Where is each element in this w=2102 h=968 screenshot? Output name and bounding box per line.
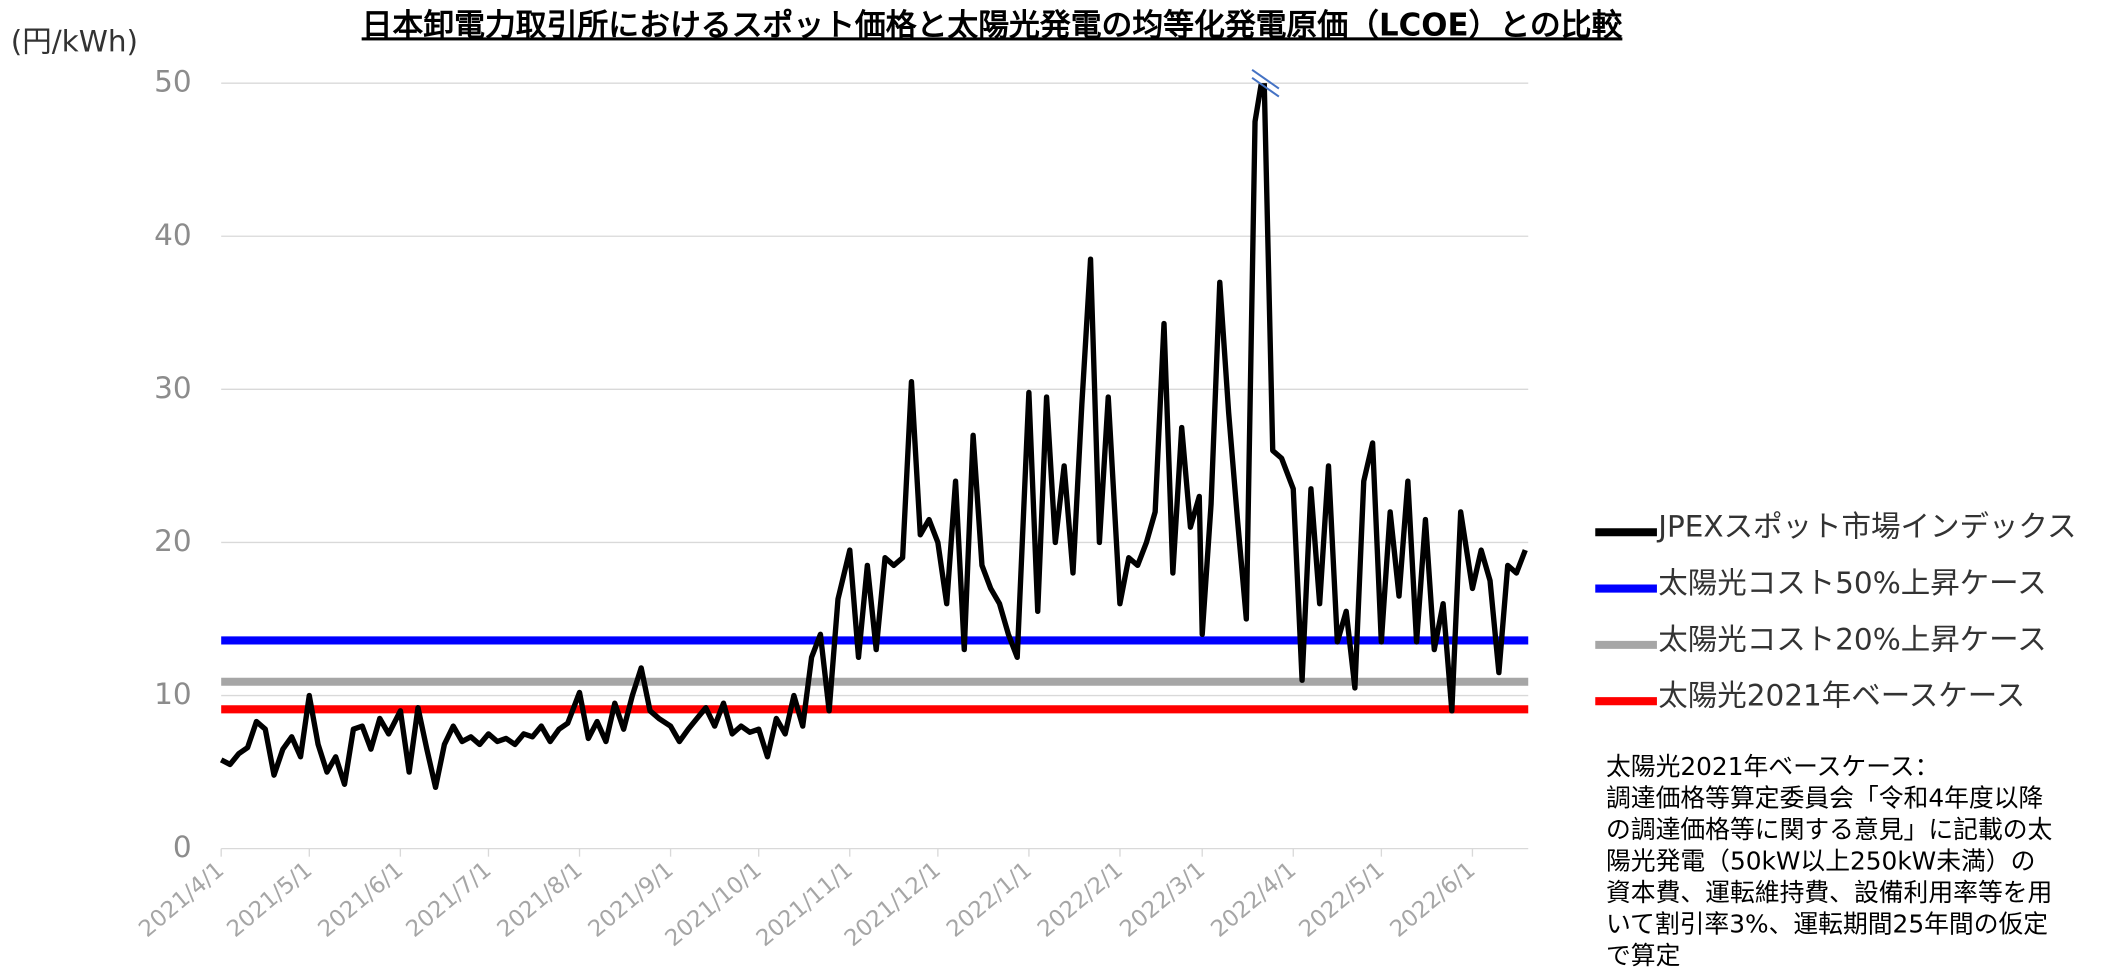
x-tick-label: 2022/5/1 xyxy=(1294,857,1389,943)
x-tick-label: 2021/11/1 xyxy=(752,857,858,952)
note-text: の調達価格等に関する意見」に記載の太 xyxy=(1606,815,2053,844)
break-mark xyxy=(1251,68,1280,90)
legend-label: 太陽光2021年ベースケース xyxy=(1658,679,2025,713)
x-tick-label: 2021/6/1 xyxy=(313,857,408,943)
chart-title: 日本卸電力取引所におけるスポット価格と太陽光発電の均等化発電原価（LCOE）との… xyxy=(362,7,1624,43)
x-tick-label: 2022/6/1 xyxy=(1385,857,1480,943)
note-text: 太陽光2021年ベースケース： xyxy=(1606,752,1939,781)
y-tick-label: 20 xyxy=(154,524,192,558)
legend-label: JPEXスポット市場インデックス xyxy=(1656,510,2076,544)
y-tick-label: 30 xyxy=(154,371,192,405)
note-text: 資本費、運転維持費、設備利用率等を用 xyxy=(1606,878,2052,907)
x-tick-label: 2021/4/1 xyxy=(134,857,229,943)
y-tick-label: 0 xyxy=(173,830,192,864)
x-tick-label: 2021/7/1 xyxy=(401,857,496,943)
x-tick-label: 2022/2/1 xyxy=(1033,857,1128,943)
note-text: 調達価格等算定委員会「令和4年度以降 xyxy=(1606,784,2043,813)
legend-label: 太陽光コスト50%上昇ケース xyxy=(1658,566,2046,600)
y-tick-label: 10 xyxy=(154,677,192,711)
x-tick-label: 2021/5/1 xyxy=(222,857,317,943)
x-tick-label: 2022/1/1 xyxy=(942,857,1037,943)
y-tick-label: 50 xyxy=(154,65,192,99)
x-tick-label: 2021/8/1 xyxy=(493,857,588,943)
y-tick-label: 40 xyxy=(154,218,192,252)
note-text: で算定 xyxy=(1606,941,1680,968)
note-text: 陽光発電（50kW以上250kW未満）の xyxy=(1606,847,2035,876)
x-tick-label: 2021/10/1 xyxy=(661,857,767,952)
note-text: いて割引率3%、運転期間25年間の仮定 xyxy=(1606,910,2048,939)
legend-label: 太陽光コスト20%上昇ケース xyxy=(1658,622,2046,656)
x-tick-label: 2022/3/1 xyxy=(1115,857,1210,943)
break-mark xyxy=(1251,76,1280,98)
x-tick-label: 2021/12/1 xyxy=(840,857,946,952)
plot xyxy=(219,83,1528,791)
y-axis-label: (円/kWh) xyxy=(11,24,138,58)
series-line xyxy=(219,83,1528,791)
x-tick-label: 2022/4/1 xyxy=(1206,857,1301,943)
